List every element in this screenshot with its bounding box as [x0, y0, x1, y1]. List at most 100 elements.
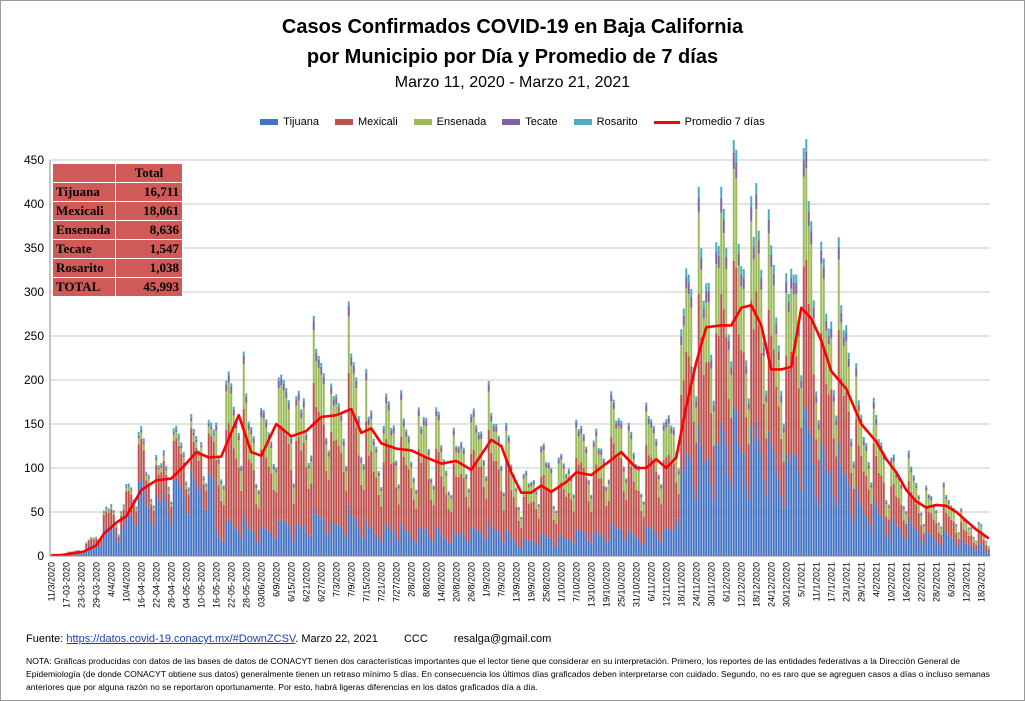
bar-tijuana [947, 535, 950, 556]
bar-tijuana [955, 544, 958, 556]
bar-tijuana [922, 544, 925, 556]
bar-rosarito [602, 458, 605, 461]
bar-tecate [787, 301, 790, 313]
bar-mexicali [557, 485, 560, 537]
bar-tijuana [647, 527, 650, 556]
bar-mexicali [287, 443, 290, 525]
bar-tecate [852, 464, 855, 469]
bar-ensenada [635, 469, 638, 490]
bar-mexicali [752, 329, 755, 442]
bar-tecate [317, 359, 320, 368]
bar-ensenada [687, 294, 690, 357]
bar-ensenada [167, 490, 170, 494]
bar-tijuana [675, 518, 678, 556]
bar-rosarito [475, 425, 478, 428]
bar-tijuana [985, 550, 988, 556]
bar-ensenada [732, 169, 735, 261]
bar-tecate [490, 415, 493, 422]
bar-tecate [242, 355, 245, 364]
bar-tijuana [627, 529, 630, 556]
bar-tecate [750, 206, 753, 222]
bar-tecate [307, 464, 310, 469]
bar-tijuana [510, 537, 513, 556]
bar-tecate [532, 481, 535, 485]
bar-ensenada [320, 374, 323, 418]
bar-ensenada [807, 225, 810, 304]
bar-tijuana [970, 545, 973, 556]
bar-mexicali [165, 474, 168, 502]
bar-rosarito [462, 447, 465, 450]
bar-rosarito [307, 462, 310, 465]
bar-tecate [187, 489, 190, 491]
bar-tecate [907, 453, 910, 458]
bar-rosarito [410, 461, 413, 464]
bar-tecate [892, 457, 895, 462]
bar-tecate [355, 380, 358, 389]
bar-ensenada [522, 478, 525, 497]
bar-tijuana [252, 532, 255, 556]
bar-mexicali [915, 504, 918, 530]
bar-rosarito [947, 499, 950, 502]
bar-tecate [517, 507, 520, 510]
totals-header-blank [52, 163, 116, 183]
bar-rosarito [582, 433, 585, 437]
bar-tijuana [397, 541, 400, 556]
bar-mexicali [980, 533, 983, 545]
bar-rosarito [555, 510, 558, 512]
bar-rosarito [370, 410, 373, 414]
bar-rosarito [297, 390, 300, 395]
bar-rosarito [937, 522, 940, 524]
bar-rosarito [752, 237, 755, 247]
bar-ensenada [130, 490, 133, 495]
bar-rosarito [892, 454, 895, 458]
bar-rosarito [90, 537, 93, 538]
bar-ensenada [790, 288, 793, 352]
bar-rosarito [132, 499, 135, 501]
bar-ensenada [712, 411, 715, 446]
bar-tecate [352, 366, 355, 374]
bar-tecate [190, 418, 193, 422]
bar-tecate [665, 421, 668, 428]
bar-rosarito [715, 242, 718, 252]
bar-ensenada [397, 488, 400, 505]
bar-tijuana [587, 540, 590, 556]
bar-rosarito [645, 402, 648, 406]
bar-tijuana [277, 520, 280, 556]
bar-tijuana [275, 538, 278, 556]
bar-tijuana [697, 423, 700, 556]
bar-ensenada [222, 489, 225, 506]
bar-rosarito [632, 452, 635, 455]
bar-tijuana [887, 537, 890, 556]
bar-tijuana [747, 499, 750, 556]
bar-tijuana [352, 517, 355, 556]
bar-tecate [820, 251, 823, 264]
bar-rosarito [960, 508, 963, 510]
bar-tecate [957, 532, 960, 534]
bar-rosarito [145, 471, 148, 475]
bar-rosarito [590, 494, 593, 497]
bar-tecate [395, 462, 398, 467]
bar-tijuana [825, 468, 828, 556]
bar-ensenada [172, 434, 175, 441]
bar-rosarito [172, 428, 175, 433]
bar-mexicali [540, 476, 543, 534]
y-tick-label: 0 [37, 549, 44, 563]
bar-rosarito [862, 436, 865, 441]
bar-mexicali [230, 431, 233, 522]
bar-tijuana [215, 529, 218, 556]
x-tick-label: 17-03-2020 [61, 562, 71, 608]
bar-mexicali [567, 493, 570, 539]
bar-ensenada [632, 458, 635, 482]
bar-tecate [600, 450, 603, 455]
bar-mexicali [210, 435, 213, 476]
bar-ensenada [340, 421, 343, 453]
bar-tecate [827, 335, 830, 345]
bar-ensenada [925, 490, 928, 506]
source-link[interactable]: https://datos.covid-19.conacyt.mx/#DownZ… [66, 633, 296, 645]
bar-mexicali [865, 475, 868, 516]
bar-tijuana [257, 542, 260, 556]
bar-ensenada [752, 259, 755, 330]
bar-tijuana [975, 550, 978, 556]
bar-ensenada [860, 424, 863, 456]
